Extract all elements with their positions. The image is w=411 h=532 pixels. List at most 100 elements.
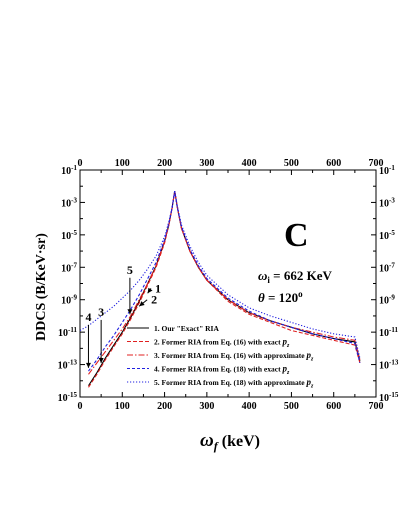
- annotation-arrow-head: [98, 357, 104, 363]
- y-tick-label-right-exponent: -7: [389, 261, 395, 269]
- y-tick-label-right-base: 10: [379, 296, 389, 307]
- x-tick-label-bottom: 700: [369, 401, 384, 412]
- annotation-arrow-head: [139, 301, 145, 307]
- annotation-label: 3: [98, 305, 104, 319]
- x-tick-label-top: 400: [242, 158, 257, 169]
- y-tick-label-left-exponent: -11: [68, 326, 77, 334]
- y-tick-label-right-exponent: -15: [389, 391, 399, 399]
- annotation-1: 1: [147, 281, 161, 295]
- x-axis-title-unit: (keV): [218, 433, 260, 450]
- theta-value: = 120: [265, 290, 298, 305]
- y-tick-label-left-exponent: -1: [71, 164, 77, 172]
- annotation-label: 2: [151, 293, 157, 307]
- x-tick-label-bottom: 600: [326, 401, 341, 412]
- y-tick-label-left: 10-9: [61, 294, 77, 307]
- x-axis-title-symbol: ω: [200, 430, 214, 451]
- annotation-label: 1: [155, 281, 161, 295]
- x-axis-title: ωf (keV): [200, 430, 260, 453]
- x-axis-title-subscript: f: [214, 439, 219, 453]
- y-tick-label-left-exponent: -3: [71, 196, 77, 204]
- y-tick-label-right: 10-1: [379, 164, 395, 177]
- omega-i-subscript: i: [267, 275, 270, 285]
- series-layer: [79, 191, 361, 388]
- x-tick-label-top: 0: [78, 158, 83, 169]
- y-tick-label-right-base: 10: [379, 328, 389, 339]
- series-5-line: [79, 191, 361, 359]
- y-tick-label-right-base: 10: [379, 166, 389, 177]
- omega-i-param: ωi = 662 KeV: [258, 268, 332, 285]
- annotation-3: 3: [98, 305, 104, 363]
- theta-param: θ = 120o: [258, 289, 303, 305]
- omega-i-value: = 662 KeV: [270, 268, 333, 283]
- y-tick-label-left-exponent: -13: [68, 359, 78, 367]
- y-tick-label-left-base: 10: [61, 166, 71, 177]
- y-axis-title: DDCS (B/KeV·sr): [34, 233, 49, 341]
- annotation-5: 5: [127, 263, 133, 315]
- y-tick-label-left-base: 10: [58, 393, 68, 404]
- y-tick-label-left-base: 10: [58, 328, 68, 339]
- y-tick-label-left-exponent: -7: [71, 261, 77, 269]
- y-tick-label-right-base: 10: [379, 393, 389, 404]
- panel-label: C: [284, 217, 309, 254]
- x-tick-label-top: 300: [199, 158, 214, 169]
- annotation-label: 5: [127, 263, 133, 277]
- y-tick-label-right: 10-9: [379, 294, 395, 307]
- legend-entry-3: 3. Former RIA from Eq. (16) with approxi…: [127, 350, 314, 363]
- y-tick-label-left: 10-7: [61, 261, 77, 274]
- annotation-layer: 12 34 5: [85, 263, 161, 368]
- y-tick-label-left-base: 10: [61, 296, 71, 307]
- legend-label-subscript: z: [310, 384, 314, 390]
- y-tick-label-left-base: 10: [61, 231, 71, 242]
- y-tick-label-left: 10-5: [61, 229, 77, 242]
- legend-label-text: 3. Former RIA from Eq. (16) with approxi…: [154, 351, 307, 360]
- annotation-label: 4: [85, 310, 91, 324]
- x-tick-label-top: 200: [157, 158, 172, 169]
- y-tick-label-left-exponent: -15: [68, 391, 78, 399]
- x-tick-label-top: 100: [115, 158, 130, 169]
- x-tick-label-top: 500: [284, 158, 299, 169]
- legend-label: 3. Former RIA from Eq. (16) with approxi…: [154, 350, 314, 363]
- y-tick-label-left: 10-13: [58, 359, 78, 372]
- annotation-2: 2: [138, 293, 157, 307]
- y-tick-label-right-base: 10: [379, 231, 389, 242]
- y-tick-label-right: 10-11: [379, 326, 398, 339]
- annotation-arrow-head: [127, 309, 133, 315]
- y-tick-label-left: 10-11: [58, 326, 77, 339]
- legend-label-variable: p: [281, 337, 287, 347]
- y-tick-label-right-exponent: -11: [389, 326, 398, 334]
- y-tick-label-right: 10-13: [379, 359, 399, 372]
- legend-label-variable: p: [281, 364, 287, 374]
- annotation-arrow-head: [85, 362, 91, 368]
- annotation-arrow-head: [147, 287, 153, 294]
- ticks-layer: 0 0 100 100 200 200 300 300 400 400 500 500 600 600 70…: [58, 158, 399, 412]
- legend-label-text: 5. Former RIA from Eq. (18) with approxi…: [154, 378, 307, 387]
- legend-label-subscript: z: [286, 370, 290, 376]
- y-tick-label-left-exponent: -5: [71, 229, 77, 237]
- legend-label-subscript: z: [310, 357, 314, 363]
- y-tick-label-right-base: 10: [379, 361, 389, 372]
- legend-label-variable: p: [306, 350, 312, 360]
- y-tick-label-right-exponent: -3: [389, 196, 395, 204]
- x-tick-label-bottom: 400: [242, 401, 257, 412]
- y-tick-label-right: 10-5: [379, 229, 395, 242]
- legend-entry-5: 5. Former RIA from Eq. (18) with approxi…: [127, 377, 314, 390]
- y-tick-label-left: 10-15: [58, 391, 78, 404]
- y-tick-label-right-base: 10: [379, 263, 389, 274]
- legend-label: 1. Our "Exact" RIA: [154, 324, 219, 333]
- omega-i-symbol: ω: [258, 268, 267, 283]
- y-tick-label-right-base: 10: [379, 198, 389, 209]
- legend-label-subscript: z: [286, 343, 290, 349]
- legend-entry-2: 2. Former RIA from Eq. (16) with exact p…: [127, 337, 290, 350]
- legend-label-variable: p: [306, 377, 312, 387]
- legend-label: 2. Former RIA from Eq. (16) with exact p…: [154, 337, 290, 350]
- x-tick-label-bottom: 300: [199, 401, 214, 412]
- x-tick-label-bottom: 200: [157, 401, 172, 412]
- y-tick-label-right: 10-15: [379, 391, 399, 404]
- annotation-4: 4: [85, 310, 91, 368]
- x-tick-label-bottom: 500: [284, 401, 299, 412]
- y-tick-label-right-exponent: -5: [389, 229, 395, 237]
- y-tick-label-right: 10-7: [379, 261, 395, 274]
- y-tick-label-left: 10-3: [61, 196, 77, 209]
